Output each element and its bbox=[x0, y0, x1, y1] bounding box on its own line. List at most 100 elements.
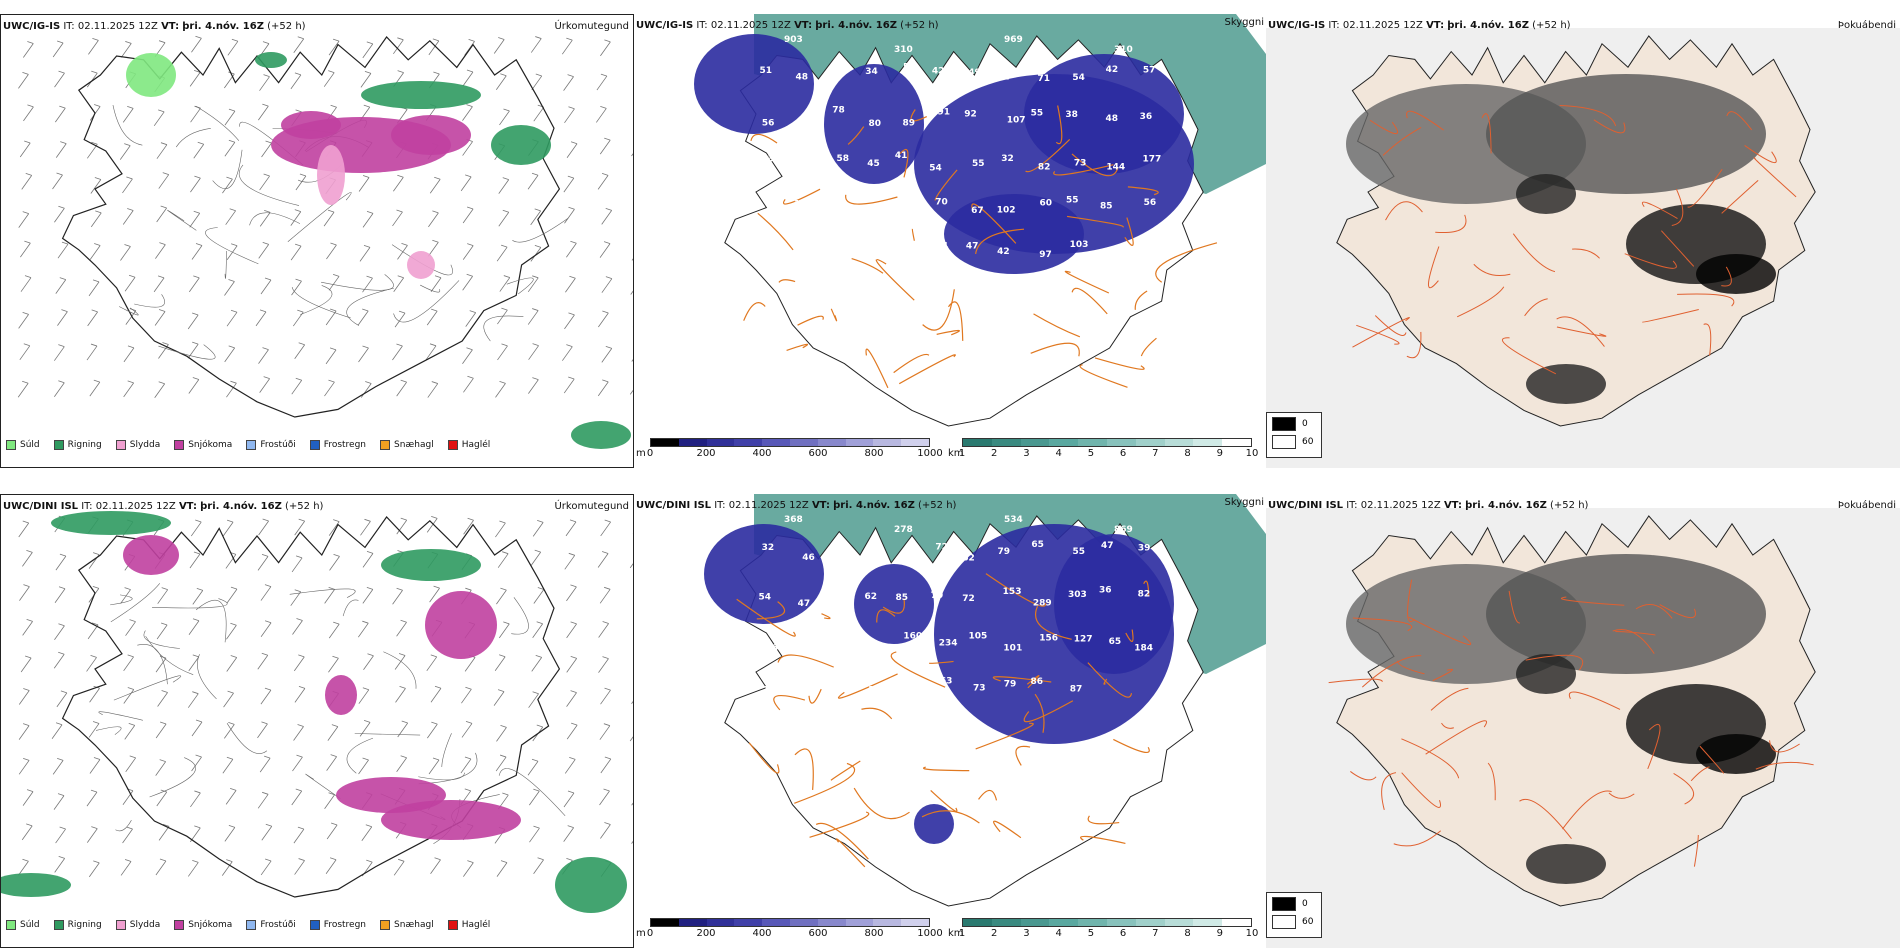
wind-barb bbox=[427, 381, 439, 398]
road-line bbox=[1352, 617, 1413, 632]
precip-area bbox=[407, 251, 435, 279]
colorbar-cell bbox=[1222, 439, 1251, 446]
precip-area bbox=[123, 535, 179, 575]
colorbar-cell bbox=[1164, 439, 1194, 446]
panel-title: Úrkomutegund bbox=[554, 501, 629, 512]
precip-area bbox=[281, 111, 341, 139]
road-line bbox=[1690, 766, 1710, 782]
ceiling-value-label: 76 bbox=[827, 589, 840, 599]
road-line bbox=[736, 598, 796, 637]
precip-area bbox=[361, 81, 481, 109]
road-line bbox=[418, 752, 478, 785]
ceiling-value-label: 42 bbox=[932, 67, 945, 77]
fog-legend-swatch bbox=[1272, 435, 1296, 449]
wind-barb bbox=[462, 347, 473, 364]
wind-barb bbox=[566, 240, 577, 258]
road-line bbox=[898, 354, 956, 385]
legend-item: Frostregn bbox=[309, 440, 366, 450]
wind-barb bbox=[358, 687, 370, 704]
wind-barb bbox=[327, 724, 339, 741]
road-line bbox=[110, 594, 133, 606]
offshore-value-label: 534 bbox=[1004, 515, 1023, 525]
ceiling-value-label: 40 bbox=[903, 552, 916, 562]
road-line bbox=[134, 294, 166, 308]
wind-barb bbox=[120, 587, 131, 604]
legend-label: Súld bbox=[20, 440, 40, 450]
wind-barb bbox=[23, 41, 34, 58]
lead-time: (+52 h) bbox=[1550, 500, 1589, 511]
road-line bbox=[137, 644, 168, 685]
ceiling-value-label: 54 bbox=[759, 593, 772, 603]
legend-swatch bbox=[447, 920, 458, 930]
road-line bbox=[1127, 186, 1159, 196]
legend-swatch bbox=[53, 920, 64, 930]
colorbar-tick: 1000 bbox=[917, 448, 943, 459]
wind-barb bbox=[191, 35, 202, 53]
precip-area bbox=[51, 511, 171, 535]
precip-area bbox=[317, 145, 345, 205]
wind-barb bbox=[88, 37, 99, 55]
ceiling-value-label: 24 bbox=[935, 242, 948, 252]
road-line bbox=[1753, 157, 1797, 198]
wind-barb bbox=[190, 519, 202, 537]
legend-label: Snjókoma bbox=[188, 920, 233, 930]
wind-barb bbox=[392, 587, 403, 605]
visibility-colorbar: km 1 2 3 4 5 6 7 8 9 10 bbox=[948, 918, 1258, 939]
ceiling-value-label: 60 bbox=[1039, 199, 1052, 209]
wind-barb bbox=[52, 40, 64, 58]
colorbar-cell bbox=[651, 919, 679, 926]
wind-barb bbox=[225, 788, 237, 805]
road-line bbox=[893, 353, 930, 374]
ceiling-value-label: 42 bbox=[1106, 65, 1119, 75]
ceiling-value-label: 73 bbox=[1074, 158, 1087, 168]
wind-barb bbox=[293, 724, 304, 741]
wind-barb bbox=[463, 375, 474, 393]
road-line bbox=[1087, 815, 1120, 825]
wind-barb bbox=[597, 551, 609, 568]
road-line bbox=[890, 651, 946, 688]
wind-barb bbox=[428, 239, 439, 257]
map-canvas bbox=[1, 511, 633, 913]
ceiling-value-label: 184 bbox=[1134, 644, 1153, 654]
wind-barb bbox=[494, 654, 506, 671]
wind-barb bbox=[600, 39, 611, 57]
wind-barb bbox=[497, 551, 509, 568]
ceiling-value-label: 80 bbox=[868, 119, 881, 129]
wind-barb bbox=[563, 790, 575, 808]
road-line bbox=[923, 766, 970, 772]
legend-swatch bbox=[6, 920, 16, 930]
road-line bbox=[95, 726, 122, 735]
wind-barb bbox=[158, 823, 170, 841]
colorbar-cell bbox=[651, 439, 679, 446]
road-line bbox=[899, 148, 909, 178]
road-line bbox=[393, 280, 460, 323]
offshore-value-label: 368 bbox=[784, 515, 803, 525]
wind-barb bbox=[20, 240, 31, 258]
wind-barb bbox=[187, 312, 199, 330]
model-label: UWC/DINI ISL bbox=[636, 500, 712, 511]
colorbar-cell bbox=[845, 439, 874, 446]
lead-time: (+52 h) bbox=[267, 21, 306, 32]
offshore-value-label: 903 bbox=[784, 35, 803, 45]
wind-barb bbox=[629, 389, 633, 395]
wind-barb bbox=[394, 310, 406, 328]
fog-legend-label: 60 bbox=[1302, 437, 1314, 447]
colorbar-cell bbox=[1049, 919, 1079, 926]
wind-barb bbox=[396, 379, 407, 397]
wind-barb bbox=[496, 724, 507, 742]
wind-barb bbox=[527, 308, 539, 325]
wind-barb bbox=[561, 37, 573, 55]
road-line bbox=[773, 694, 806, 711]
road-line bbox=[1071, 153, 1119, 177]
ceiling-value-label: 38 bbox=[1065, 110, 1078, 120]
wind-barb bbox=[18, 757, 30, 775]
wind-barb bbox=[18, 211, 30, 228]
wind-barb bbox=[191, 754, 202, 772]
wind-barb bbox=[599, 137, 611, 155]
road-line bbox=[506, 277, 534, 295]
ceiling-value-label: 107 bbox=[1007, 116, 1026, 126]
panel-header: UWC/DINI ISL IT: 02.11.2025 12Z VT: þri.… bbox=[1268, 500, 1588, 511]
road-line bbox=[1572, 248, 1600, 259]
wind-barb bbox=[21, 173, 33, 190]
precip-area bbox=[381, 549, 481, 581]
